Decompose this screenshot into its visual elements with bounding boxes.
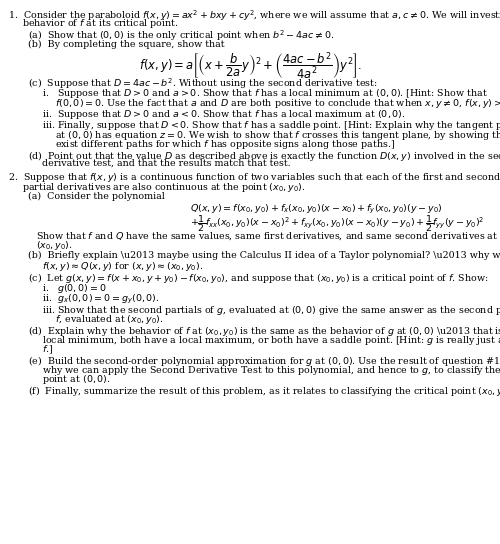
Text: (d)  Point out that the value $D$ as described above is exactly the function $D(: (d) Point out that the value $D$ as desc… (28, 149, 500, 163)
Text: 2.  Suppose that $f(x,y)$ is a continuous function of two variables such that ea: 2. Suppose that $f(x,y)$ is a continuous… (8, 171, 500, 184)
Text: (f)  Finally, summarize the result of this problem, as it relates to classifying: (f) Finally, summarize the result of thi… (28, 385, 500, 399)
Text: $f(x,y) = a\left[\left(x + \dfrac{b}{2a}y\right)^{2} + \left(\dfrac{4ac - b^2}{4: $f(x,y) = a\left[\left(x + \dfrac{b}{2a}… (138, 51, 362, 82)
Text: (a)  Consider the polynomial: (a) Consider the polynomial (28, 192, 165, 201)
Text: iii. Show that the second partials of $g$, evaluated at $(0,0)$ give the same an: iii. Show that the second partials of $g… (42, 304, 500, 317)
Text: (d)  Explain why the behavior of $f$ at $(x_0, y_0)$ is the same as the behavior: (d) Explain why the behavior of $f$ at $… (28, 325, 500, 338)
Text: ii.  $g_x(0,0) = 0 = g_y(0,0)$.: ii. $g_x(0,0) = 0 = g_y(0,0)$. (42, 293, 160, 306)
Text: (b)  By completing the square, show that: (b) By completing the square, show that (28, 40, 224, 48)
Text: $+ \dfrac{1}{2}f_{xx}(x_0, y_0)(x-x_0)^2 + f_{xy}(x_0, y_0)(x-x_0)(y-y_0) + \dfr: $+ \dfrac{1}{2}f_{xx}(x_0, y_0)(x-x_0)^2… (190, 213, 484, 234)
Text: point at $(0,0)$.: point at $(0,0)$. (42, 374, 111, 386)
Text: at $(0,0)$ has equation $z = 0$. We wish to show that $f$ crosses this tangent p: at $(0,0)$ has equation $z = 0$. We wish… (55, 128, 500, 141)
Text: i.   Suppose that $D > 0$ and $a > 0$. Show that $f$ has a local minimum at $(0,: i. Suppose that $D > 0$ and $a > 0$. Sho… (42, 88, 488, 101)
Text: $(x_0, y_0)$.: $(x_0, y_0)$. (36, 239, 72, 252)
Text: $Q(x,y) = f(x_0, y_0) + f_x(x_0, y_0)(x - x_0) + f_y(x_0, y_0)(y - y_0)$: $Q(x,y) = f(x_0, y_0) + f_x(x_0, y_0)(x … (190, 203, 442, 216)
Text: iii. Finally, suppose that $D < 0$. Show that $f$ has a saddle point. [Hint: Exp: iii. Finally, suppose that $D < 0$. Show… (42, 119, 500, 132)
Text: Show that $f$ and $Q$ have the same values, same first derivatives, and same sec: Show that $f$ and $Q$ have the same valu… (36, 230, 500, 243)
Text: i.   $g(0,0) = 0$: i. $g(0,0) = 0$ (42, 282, 106, 295)
Text: (c)  Suppose that $D = 4ac - b^2$. Without using the second derivative test:: (c) Suppose that $D = 4ac - b^2$. Withou… (28, 77, 378, 91)
Text: (c)  Let $g(x,y) = f(x+x_0, y+y_0) - f(x_0, y_0)$, and suppose that $(x_0, y_0)$: (c) Let $g(x,y) = f(x+x_0, y+y_0) - f(x_… (28, 271, 488, 285)
Text: ii.  Suppose that $D > 0$ and $a < 0$. Show that $f$ has a local maximum at $(0,: ii. Suppose that $D > 0$ and $a < 0$. Sh… (42, 108, 406, 121)
Text: why we can apply the Second Derivative Test to this polynomial, and hence to $g$: why we can apply the Second Derivative T… (42, 364, 500, 377)
Text: $f(0,0) = 0$. Use the fact that $a$ and $D$ are both positive to conclude that w: $f(0,0) = 0$. Use the fact that $a$ and … (55, 97, 500, 110)
Text: local minimum, both have a local maximum, or both have a saddle point. [Hint: $g: local minimum, both have a local maximum… (42, 334, 500, 347)
Text: $f$, evaluated at $(x_0, y_0)$.: $f$, evaluated at $(x_0, y_0)$. (55, 313, 164, 326)
Text: $f(x,y) \approx Q(x,y)$ for $(x,y) \approx (x_0, y_0)$.: $f(x,y) \approx Q(x,y)$ for $(x,y) \appr… (42, 260, 203, 273)
Text: behavior of $f$ at its critical point.: behavior of $f$ at its critical point. (22, 17, 178, 30)
Text: partial derivatives are also continuous at the point $(x_0, y_0)$.: partial derivatives are also continuous … (22, 181, 306, 194)
Text: (b)  Briefly explain \u2013 maybe using the Calculus II idea of a Taylor polynom: (b) Briefly explain \u2013 maybe using t… (28, 250, 500, 259)
Text: $f$.]: $f$.] (42, 343, 53, 356)
Text: derivative test, and that the results match that test.: derivative test, and that the results ma… (42, 158, 290, 168)
Text: (e)  Build the second-order polynomial approximation for $g$ at $(0,0)$. Use the: (e) Build the second-order polynomial ap… (28, 355, 500, 368)
Text: 1.  Consider the paraboloid $f(x,y) = ax^2 + bxy + cy^2$, where we will assume t: 1. Consider the paraboloid $f(x,y) = ax^… (8, 8, 500, 23)
Text: (a)  Show that $(0,0)$ is the only critical point when $b^2 - 4ac \neq 0$.: (a) Show that $(0,0)$ is the only critic… (28, 28, 334, 43)
Text: exist different paths for which $f$ has opposite signs along those paths.]: exist different paths for which $f$ has … (55, 138, 395, 151)
